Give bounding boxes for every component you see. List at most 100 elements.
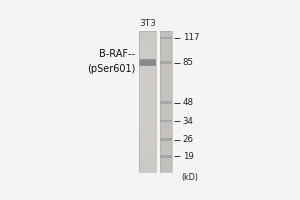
Text: (pSer601): (pSer601) (87, 64, 135, 74)
Bar (160, 101, 172, 103)
Bar (160, 121, 172, 123)
Bar (139, 98, 156, 100)
Bar (160, 166, 172, 168)
Bar (139, 52, 156, 54)
Bar (160, 34, 172, 36)
Bar (139, 149, 156, 151)
Bar (160, 119, 172, 121)
Text: 34: 34 (183, 117, 194, 126)
Bar (160, 152, 172, 154)
Bar (160, 135, 172, 137)
Bar (160, 129, 172, 131)
Bar (160, 126, 172, 128)
Bar (139, 170, 156, 172)
Bar (139, 64, 156, 66)
Bar (139, 41, 156, 43)
Bar (160, 145, 172, 147)
Bar (139, 73, 156, 75)
Bar (160, 82, 172, 84)
Bar (139, 54, 156, 56)
Bar (160, 170, 172, 172)
Bar (160, 71, 172, 73)
Bar (139, 48, 156, 50)
Bar (139, 119, 156, 121)
Bar (160, 80, 172, 82)
Bar (139, 36, 156, 38)
Bar (139, 165, 156, 167)
Text: 3T3: 3T3 (139, 19, 156, 28)
Bar (160, 61, 172, 63)
Bar (139, 78, 156, 80)
Bar (139, 84, 156, 86)
Bar (139, 154, 156, 156)
Bar (160, 163, 172, 165)
Bar (160, 66, 172, 68)
Bar (139, 101, 156, 103)
Text: B-RAF--: B-RAF-- (99, 49, 135, 59)
Bar (160, 147, 172, 149)
Bar (160, 68, 172, 70)
Text: (kD): (kD) (182, 173, 199, 182)
Bar (139, 122, 156, 124)
Bar (160, 144, 172, 145)
Bar (139, 107, 156, 108)
Bar (160, 154, 172, 156)
Bar (160, 115, 172, 117)
Bar (139, 38, 156, 40)
Bar (160, 96, 172, 98)
Bar (160, 38, 172, 40)
Bar (139, 45, 156, 47)
Bar (139, 33, 156, 34)
Bar (139, 77, 156, 78)
Bar (160, 33, 172, 34)
Bar (160, 120, 172, 122)
Bar (160, 149, 172, 151)
Text: 48: 48 (183, 98, 194, 107)
Bar (139, 133, 156, 135)
Text: 117: 117 (183, 33, 199, 42)
Bar (160, 31, 172, 172)
Bar (139, 166, 156, 168)
Bar (139, 59, 156, 61)
Bar (139, 115, 156, 117)
Bar (160, 117, 172, 119)
Bar (139, 163, 156, 165)
Bar (160, 91, 172, 93)
Bar (160, 155, 172, 158)
Bar (160, 89, 172, 91)
Bar (139, 68, 156, 70)
Bar (139, 96, 156, 98)
Bar (139, 57, 156, 59)
Bar (160, 158, 172, 160)
Bar (139, 140, 156, 142)
Bar (160, 131, 172, 133)
Bar (139, 168, 156, 170)
Bar (139, 61, 155, 65)
Text: 26: 26 (183, 135, 194, 144)
Bar (139, 151, 156, 152)
Bar (139, 59, 156, 66)
Bar (160, 140, 172, 142)
Bar (160, 161, 172, 163)
Bar (139, 110, 156, 112)
Bar (139, 159, 156, 161)
Bar (139, 55, 156, 57)
Bar (139, 47, 156, 49)
Bar (160, 84, 172, 86)
Bar (160, 138, 172, 140)
Bar (160, 70, 172, 71)
Bar (139, 147, 156, 149)
Bar (139, 158, 156, 160)
Bar (139, 105, 156, 107)
Bar (139, 121, 156, 123)
Bar (139, 131, 156, 133)
Bar (139, 145, 156, 147)
Bar (139, 91, 156, 93)
Bar (139, 117, 156, 119)
Bar (160, 138, 172, 141)
Bar (160, 98, 172, 100)
Bar (139, 103, 156, 105)
Bar (139, 129, 156, 131)
Bar (139, 114, 156, 115)
Bar (160, 107, 172, 108)
